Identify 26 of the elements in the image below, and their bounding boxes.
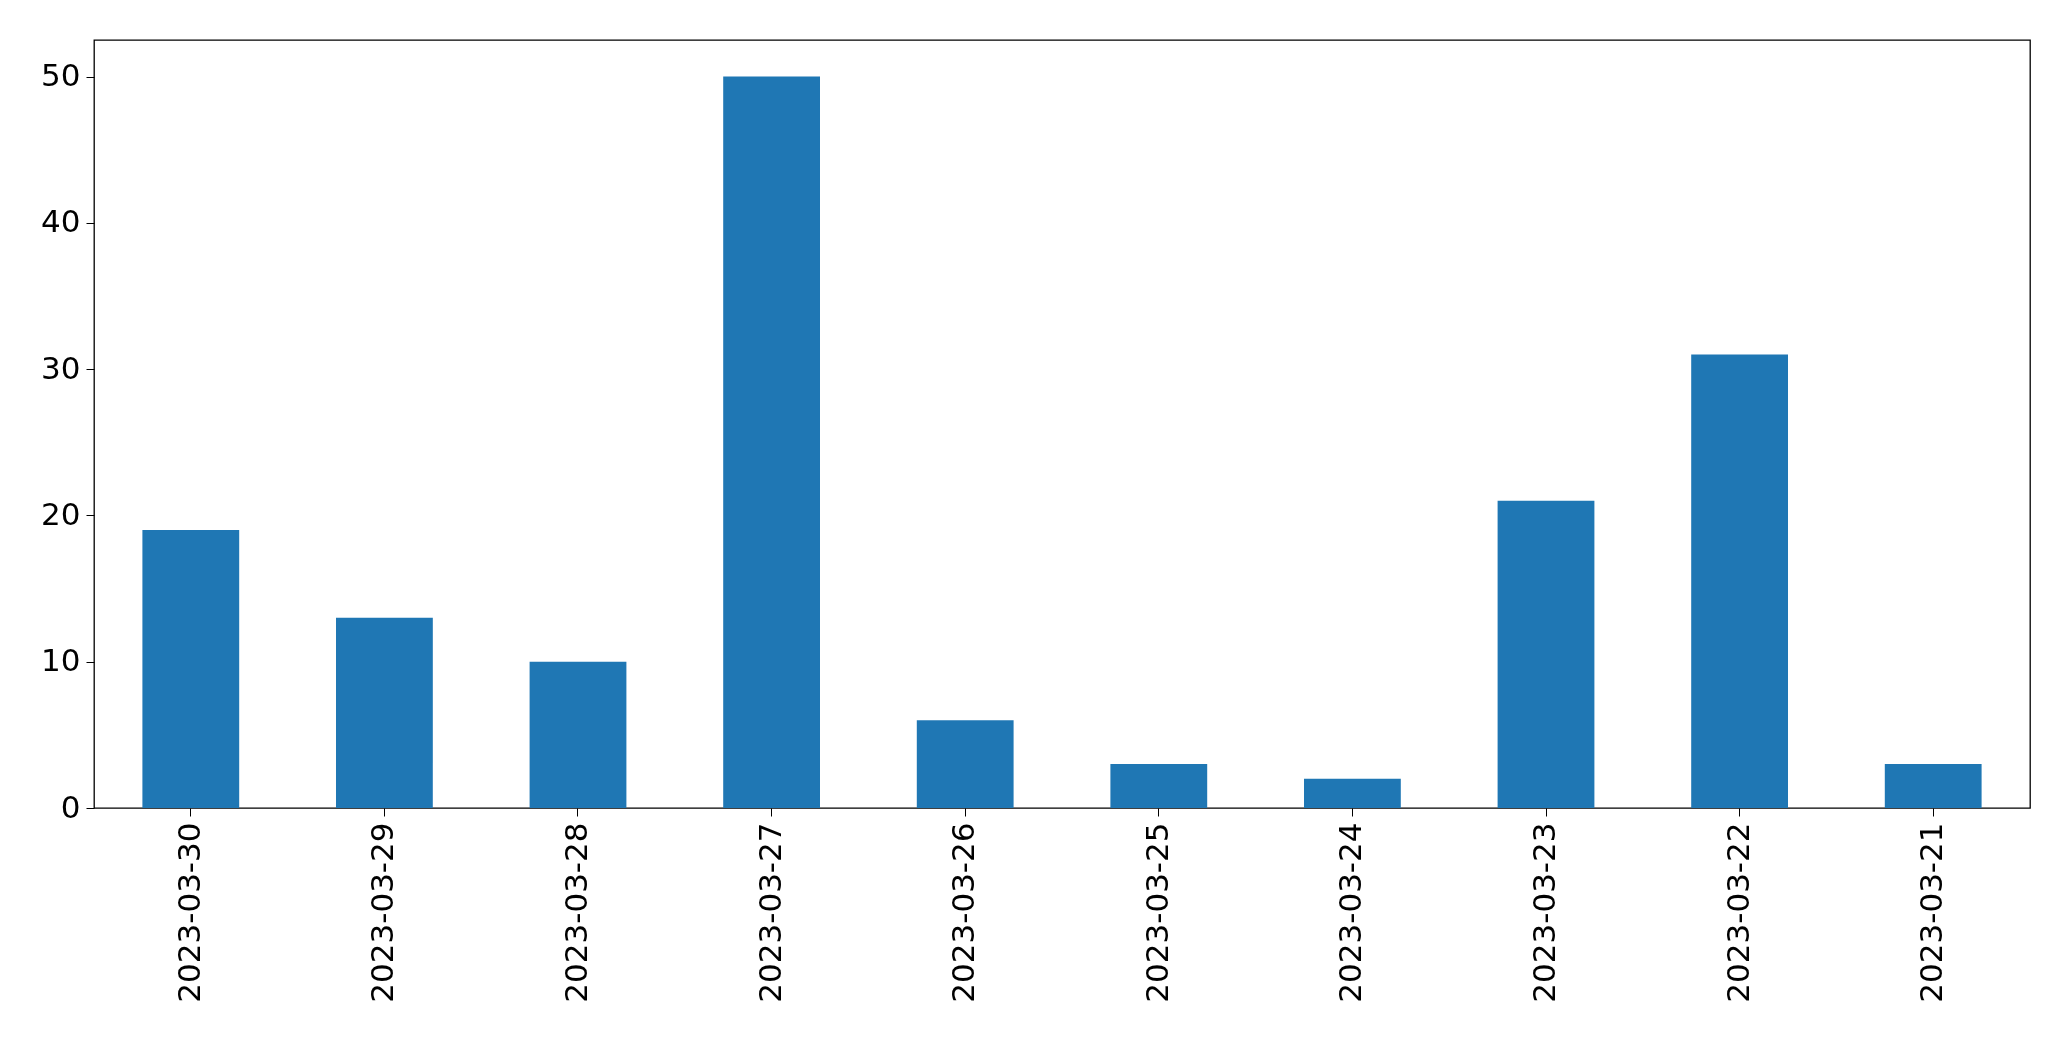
x-tick-label: 2023-03-28 (558, 822, 594, 1003)
bar (529, 661, 627, 808)
bar (336, 617, 433, 808)
y-tick-label: 20 (41, 495, 81, 532)
bar (1497, 500, 1595, 808)
y-tick-label: 30 (41, 349, 81, 386)
y-tick-label: 50 (41, 57, 81, 94)
x-tick-label: 2023-03-30 (170, 822, 207, 1003)
bar (1691, 354, 1788, 808)
bar (723, 76, 820, 808)
bar (1304, 778, 1401, 808)
x-tick-label: 2023-03-24 (1332, 822, 1369, 1003)
bar (1884, 764, 1982, 808)
y-tick-label: 0 (60, 788, 81, 825)
bar (916, 720, 1014, 808)
x-tick-label: 2023-03-27 (751, 822, 788, 1003)
y-tick-label: 40 (41, 203, 81, 240)
x-tick-label: 2023-03-25 (1138, 822, 1175, 1003)
x-tick-label: 2023-03-21 (1913, 822, 1950, 1003)
x-tick-label: 2023-03-23 (1526, 822, 1562, 1003)
bar (142, 530, 240, 808)
bar (1110, 764, 1208, 808)
x-tick-label: 2023-03-26 (945, 822, 982, 1003)
y-tick-label: 10 (41, 642, 81, 679)
x-tick-label: 2023-03-29 (364, 822, 401, 1003)
x-tick-label: 2023-03-22 (1719, 822, 1756, 1003)
